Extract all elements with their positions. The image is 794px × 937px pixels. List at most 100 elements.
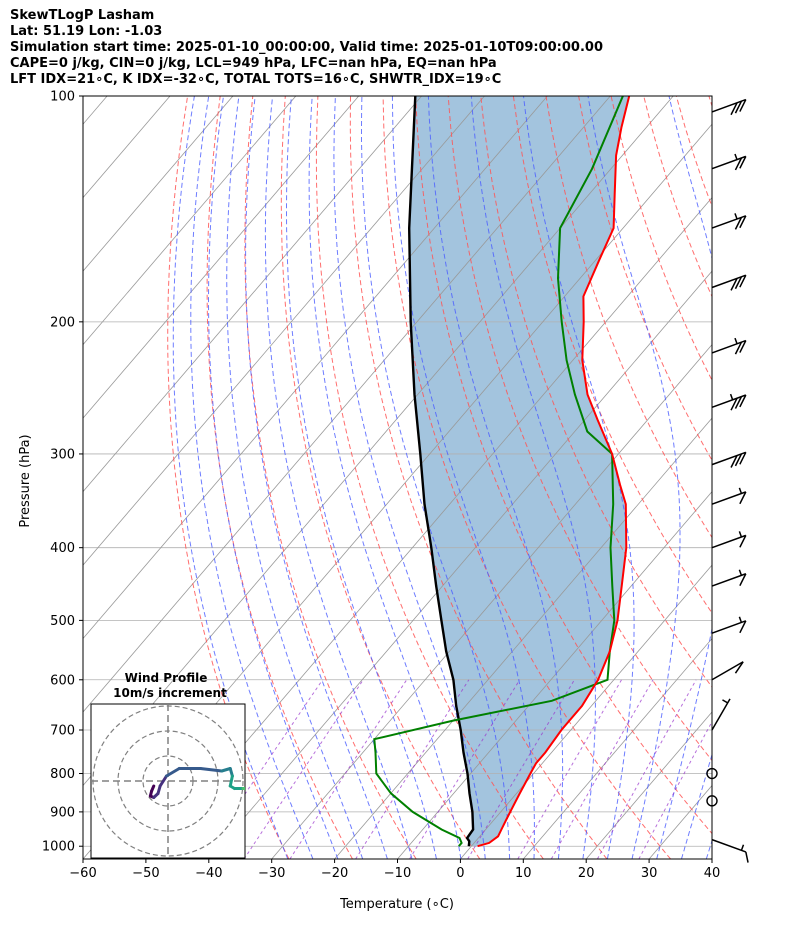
barb-half-flag <box>738 487 743 494</box>
parcel-profile-line <box>407 96 475 847</box>
mixing-ratio-line <box>596 679 697 859</box>
hodo-segment <box>228 774 234 788</box>
isotherm <box>648 784 712 859</box>
barb-flag <box>739 451 747 465</box>
y-tick-label: 700 <box>50 724 75 739</box>
hodo-segment <box>199 767 224 773</box>
barb-flag <box>745 851 749 863</box>
x-tick-label: −40 <box>195 866 222 881</box>
calm-circle <box>706 767 718 780</box>
moist-adiabat <box>656 96 712 859</box>
barb-flag <box>734 341 743 355</box>
dry-adiabat <box>480 96 712 688</box>
hodo-segment <box>252 789 256 791</box>
wind-barb <box>711 451 747 468</box>
barb-half-flag <box>738 616 743 623</box>
x-tick-label: 20 <box>578 866 595 881</box>
barb-staff <box>711 534 747 549</box>
barb-staff <box>711 573 747 587</box>
dry-adiabat <box>349 96 608 859</box>
barb-flag <box>739 491 747 505</box>
wind-barb <box>711 616 747 634</box>
mixing-ratio-line <box>289 679 408 859</box>
moist-adiabat <box>470 96 596 859</box>
dry-adiabat <box>382 96 671 859</box>
barb-flag <box>734 157 743 171</box>
barb-staff <box>711 394 747 409</box>
mixing-ratio-line <box>467 679 575 859</box>
barb-flag <box>734 217 743 230</box>
barb-flag <box>734 661 744 674</box>
barb-flag <box>739 573 747 587</box>
dewpoint-profile-line <box>373 96 624 847</box>
isotherm <box>397 490 712 859</box>
y-tick-label: 300 <box>50 447 75 462</box>
index-line: LFT IDX=21∘C, K IDX=-32∘C, TOTAL TOTS=16… <box>10 72 502 87</box>
barb-half-flag <box>738 569 743 576</box>
isotherm <box>83 96 485 566</box>
barb-staff <box>711 620 747 634</box>
x-tick-label: 0 <box>456 866 464 881</box>
barb-flag <box>739 340 747 353</box>
x-tick-label: 40 <box>704 866 721 881</box>
title-block: SkewTLogP Lasham Lat: 51.19 Lon: -1.03 S… <box>10 8 790 88</box>
barb-flag <box>730 455 738 468</box>
wind-barb <box>711 274 747 291</box>
barb-staff <box>711 274 747 289</box>
moist-adiabat <box>226 96 364 859</box>
isotherm <box>83 96 548 640</box>
isotherm <box>83 96 297 346</box>
barb-staff <box>711 155 747 170</box>
wind-barb <box>706 795 718 807</box>
barb-flag <box>734 453 743 467</box>
inset-subtitle: 10m/s increment <box>113 686 227 700</box>
barb-half-flag <box>740 844 745 851</box>
x-tick-label: −60 <box>69 866 96 881</box>
barb-flag <box>739 215 747 229</box>
moist-adiabat <box>264 96 413 859</box>
barb-half-flag <box>722 699 729 704</box>
x-axis-label: Temperature (∘C) <box>339 897 454 912</box>
barb-staff <box>711 661 744 681</box>
barb-staff <box>711 698 731 731</box>
x-tick-label: −10 <box>384 866 411 881</box>
dry-adiabat <box>708 96 712 108</box>
barb-half-flag <box>738 531 743 538</box>
isotherm <box>145 197 712 859</box>
mixing-ratio-line <box>517 679 622 859</box>
hodograph <box>91 704 256 858</box>
y-tick-label: 100 <box>50 90 75 105</box>
barb-flag <box>730 102 738 116</box>
dry-adiabat <box>244 96 417 859</box>
barb-flag <box>739 535 747 548</box>
isotherm <box>585 711 712 859</box>
x-tick-label: 10 <box>515 866 532 881</box>
hodo-segment <box>158 774 168 788</box>
isotherm <box>711 858 712 859</box>
calm-circle <box>706 795 718 807</box>
y-tick-label: 200 <box>50 315 75 330</box>
wind-barb <box>711 98 747 116</box>
barb-flag <box>739 394 747 408</box>
wind-barb <box>711 487 747 505</box>
time-line: Simulation start time: 2025-01-10_00:00:… <box>10 40 603 55</box>
hodo-segment <box>165 767 181 778</box>
x-tick-label: 30 <box>641 866 658 881</box>
dry-adiabat <box>315 96 544 859</box>
cape-cin-shading <box>409 96 630 847</box>
wind-barb <box>711 337 747 355</box>
barb-flag <box>739 620 747 634</box>
isotherm <box>83 96 611 713</box>
wind-barb <box>711 838 749 863</box>
barb-flag <box>734 396 743 409</box>
barb-staff <box>711 215 747 229</box>
barb-flag <box>730 397 738 411</box>
wind-barb <box>711 213 747 230</box>
dry-adiabat <box>742 96 794 859</box>
barb-flag <box>739 274 747 288</box>
moist-adiabat <box>190 96 314 859</box>
moist-adiabat <box>681 752 712 859</box>
barb-staff <box>711 491 747 505</box>
barb-half-flag <box>734 153 738 160</box>
